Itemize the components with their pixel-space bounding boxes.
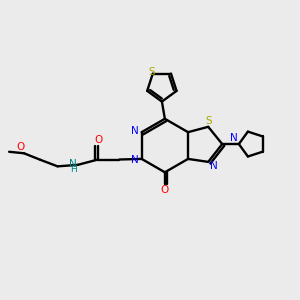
Text: N: N bbox=[131, 154, 139, 164]
Text: N: N bbox=[210, 161, 218, 171]
Text: S: S bbox=[148, 68, 154, 77]
Text: N: N bbox=[70, 159, 77, 169]
Text: N: N bbox=[230, 133, 238, 143]
Text: H: H bbox=[70, 165, 77, 174]
Text: O: O bbox=[16, 142, 25, 152]
Text: O: O bbox=[161, 185, 169, 195]
Text: S: S bbox=[206, 116, 212, 126]
Text: N: N bbox=[131, 126, 139, 136]
Text: O: O bbox=[94, 135, 102, 145]
